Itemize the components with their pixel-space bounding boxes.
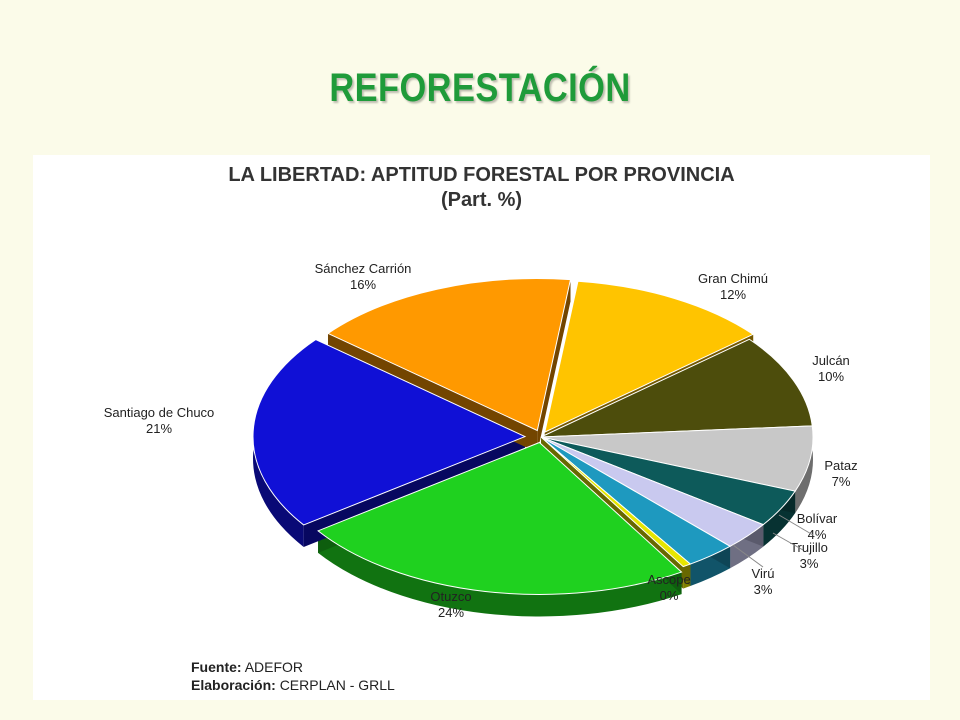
slice-value: 10% xyxy=(818,369,844,384)
slice-name: Otuzco xyxy=(430,589,471,604)
slice-label-viru: Virú 3% xyxy=(752,566,775,597)
slice-name: Ascope xyxy=(647,572,690,587)
slice-value: 21% xyxy=(146,421,172,436)
slice-label-trujillo: Trujillo 3% xyxy=(790,540,828,571)
leader-line-1 xyxy=(772,532,804,551)
slice-name: Trujillo xyxy=(790,540,828,555)
chart-panel: LA LIBERTAD: APTITUD FORESTAL POR PROVIN… xyxy=(33,155,930,700)
slice-label-julcan: Julcán 10% xyxy=(812,353,850,384)
slice-value: 12% xyxy=(720,287,746,302)
elaboration-line: Elaboración: CERPLAN - GRLL xyxy=(191,676,395,694)
source-value: ADEFOR xyxy=(244,659,304,675)
chart-title-block: LA LIBERTAD: APTITUD FORESTAL POR PROVIN… xyxy=(33,163,930,213)
slice-name: Bolívar xyxy=(797,511,838,526)
pie-side-pataz xyxy=(795,425,813,514)
pie-slice-otuzco xyxy=(317,441,683,595)
pie-slices xyxy=(252,278,814,595)
slice-label-ascope: Ascope 0% xyxy=(647,572,690,603)
pie-slice-santiago-de-chuco xyxy=(252,338,527,526)
pie-chart: Gran Chimú 12% Julcán 10% Pataz 7% Bolívar 4%Tr… xyxy=(104,261,858,620)
slice-value: 3% xyxy=(800,556,819,571)
slice-name: Sánchez Carrión xyxy=(315,261,412,276)
elaboration-label: Elaboración: xyxy=(191,677,276,693)
slice-value: 0% xyxy=(660,588,679,603)
pie-wall-sanchez-carrion-1 xyxy=(537,279,571,453)
slice-name: Virú xyxy=(752,566,775,581)
pie-slice-sanchez-carrion xyxy=(326,278,572,432)
pie-side-otuzco xyxy=(318,530,682,617)
slice-value: 16% xyxy=(350,277,376,292)
chart-subtitle: (Part. %) xyxy=(440,189,523,211)
source-label: Fuente: xyxy=(191,659,242,675)
slice-value: 7% xyxy=(832,474,851,489)
slice-label-santiago-de-chuco: Santiago de Chuco 21% xyxy=(104,405,215,436)
slice-label-pataz: Pataz 7% xyxy=(824,458,857,489)
slice-value: 3% xyxy=(754,582,773,597)
slice-label-sanchez-carrion: Sánchez Carrión 16% xyxy=(315,261,412,292)
slice-label-bolivar: Bolívar 4% xyxy=(797,511,838,542)
slice-name: Pataz xyxy=(824,458,857,473)
slice-label-otuzco: Otuzco 24% xyxy=(430,589,471,620)
slide-title: REFORESTACIÓN xyxy=(329,66,631,110)
pie-slice-ascope xyxy=(540,436,692,568)
source-note: Fuente: ADEFOR Elaboración: CERPLAN - GR… xyxy=(191,658,395,694)
pie-slice-pataz xyxy=(540,425,814,492)
leader-line-0 xyxy=(778,514,814,536)
pie-slice-julcan xyxy=(540,338,813,438)
slice-label-gran-chimu: Gran Chimú 12% xyxy=(698,271,768,302)
slice-value: 24% xyxy=(438,605,464,620)
slice-name: Santiago de Chuco xyxy=(104,405,215,420)
slice-name: Gran Chimú xyxy=(698,271,768,286)
pie-labels: Gran Chimú 12% Julcán 10% Pataz 7% Bolívar 4%Tr… xyxy=(104,261,858,620)
source-line: Fuente: ADEFOR xyxy=(191,658,395,676)
chart-title: LA LIBERTAD: APTITUD FORESTAL POR PROVIN… xyxy=(228,164,735,186)
slice-value: 4% xyxy=(808,527,827,542)
slice-name: Julcán xyxy=(812,353,850,368)
pie-slice-gran-chimu xyxy=(544,280,755,433)
elaboration-value: CERPLAN - GRLL xyxy=(279,677,395,693)
leader-line-2 xyxy=(732,544,764,568)
